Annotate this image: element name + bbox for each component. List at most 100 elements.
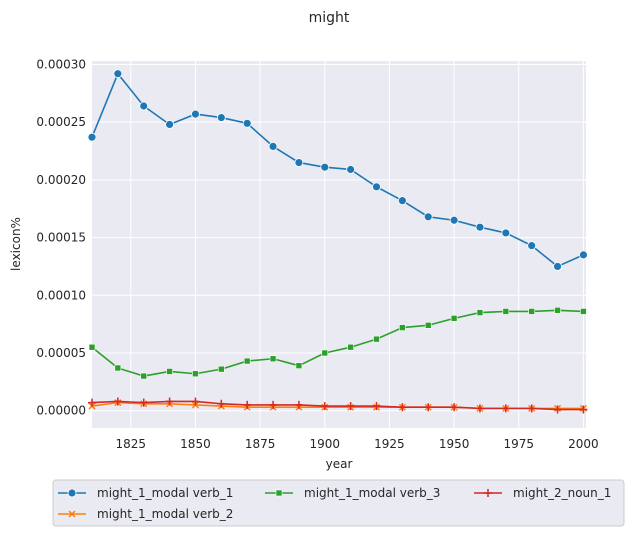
data-point	[424, 403, 433, 412]
legend-label: might_1_modal verb_3	[304, 486, 440, 500]
y-tick-label: 0.00025	[36, 115, 86, 129]
legend: might_1_modal verb_1 might_1_modal verb_2…	[52, 479, 625, 527]
chart-title: might	[309, 10, 350, 26]
legend-label: might_1_modal verb_1	[97, 486, 233, 500]
data-point	[579, 250, 588, 260]
data-point	[166, 368, 173, 375]
data-point	[424, 321, 432, 329]
x-tick-label: 2000	[568, 437, 599, 451]
y-tick-label: 0.00030	[36, 57, 86, 71]
data-point	[398, 403, 407, 412]
data-point	[450, 315, 458, 322]
x-tick-label: 1850	[180, 437, 211, 451]
data-point	[373, 335, 380, 343]
data-point	[321, 349, 329, 357]
data-point	[269, 355, 277, 363]
x-axis-label: year	[326, 457, 353, 471]
data-point	[218, 365, 225, 373]
data-point	[320, 402, 329, 411]
data-point	[87, 132, 97, 142]
data-point	[346, 165, 356, 174]
data-point	[139, 101, 149, 111]
data-point	[501, 228, 511, 238]
x-tick-label: 1900	[310, 437, 341, 451]
legend-marker	[68, 510, 76, 518]
legend-item: might_1_modal verb_3	[265, 486, 440, 500]
legend-label: might_1_modal verb_2	[97, 507, 233, 521]
data-point	[88, 398, 96, 407]
data-point	[346, 402, 355, 411]
data-point	[372, 402, 381, 411]
legend-frame	[52, 479, 625, 527]
data-point	[554, 306, 561, 314]
data-point	[165, 120, 174, 129]
data-point	[216, 113, 226, 122]
x-axis-ticks: 1825 1850 1875 1900 1925 1950 1975 2000	[116, 437, 599, 451]
series-group	[87, 69, 588, 414]
legend-marker	[275, 489, 283, 497]
data-point	[347, 343, 354, 351]
series-2	[88, 306, 587, 380]
legend-marker	[484, 489, 492, 497]
data-point	[553, 405, 562, 414]
legend-item: might_1_modal verb_2	[58, 507, 233, 521]
x-tick-label: 1825	[116, 437, 147, 451]
data-point	[295, 362, 303, 369]
data-point	[217, 399, 226, 408]
y-tick-label: 0.00020	[36, 173, 86, 187]
legend-marker	[67, 488, 77, 498]
x-tick-label: 1975	[503, 437, 534, 451]
data-point	[191, 109, 200, 119]
data-point	[450, 403, 459, 412]
y-tick-label: 0.00005	[36, 346, 86, 360]
data-point	[114, 364, 122, 372]
data-point	[243, 400, 252, 409]
data-point	[140, 372, 148, 380]
y-tick-label: 0.00000	[36, 404, 86, 418]
y-axis-ticks: 0.00000 0.00005 0.00010 0.00015 0.00020 0.000…	[36, 57, 86, 417]
x-tick-label: 1925	[374, 437, 405, 451]
data-point	[527, 241, 537, 251]
data-point	[113, 69, 123, 79]
data-point	[113, 397, 122, 406]
legend-item: might_1_modal verb_1	[58, 486, 233, 500]
data-point	[553, 262, 562, 271]
x-tick-label: 1950	[439, 437, 470, 451]
data-point	[580, 308, 587, 315]
data-point	[399, 324, 406, 331]
data-point	[191, 397, 200, 406]
legend-label: might_2_noun_1	[513, 486, 611, 500]
y-tick-label: 0.00015	[36, 231, 86, 245]
data-point	[320, 162, 330, 172]
data-point	[423, 212, 433, 222]
data-point	[501, 404, 510, 413]
data-point	[165, 397, 174, 406]
data-point	[475, 404, 484, 413]
data-point	[269, 400, 278, 409]
data-point	[502, 308, 510, 315]
data-point	[242, 118, 252, 128]
gridlines	[92, 61, 586, 428]
data-point	[372, 182, 381, 192]
legend-item: might_2_noun_1	[474, 486, 611, 500]
data-point	[527, 404, 536, 413]
series-line	[91, 400, 584, 411]
series-line	[91, 72, 584, 268]
y-tick-label: 0.00010	[36, 288, 86, 302]
data-point	[449, 215, 459, 225]
data-point	[476, 309, 484, 316]
data-point	[139, 398, 148, 407]
data-point	[475, 222, 485, 232]
data-point	[192, 370, 199, 378]
data-point	[397, 196, 407, 206]
series-line	[91, 309, 584, 377]
data-point	[294, 400, 303, 409]
y-axis-label: lexicon%	[9, 217, 23, 271]
data-point	[268, 142, 278, 151]
data-point	[88, 343, 96, 351]
x-tick-label: 1875	[245, 437, 276, 451]
data-point	[243, 357, 251, 365]
data-point	[528, 308, 535, 315]
data-point	[294, 158, 304, 167]
